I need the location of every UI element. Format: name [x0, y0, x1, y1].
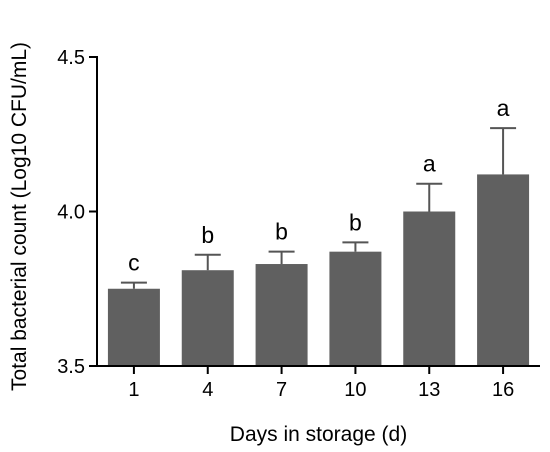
y-tick-label: 4.0: [57, 202, 85, 224]
x-tick-label: 10: [344, 379, 366, 401]
y-tick-label: 4.5: [57, 47, 85, 69]
y-axis-title: Total bacterial count (Log10 CFU/mL): [8, 42, 31, 391]
significance-letter: a: [423, 151, 436, 177]
x-tick-label: 13: [418, 379, 440, 401]
x-tick-label: 7: [276, 379, 287, 401]
axes-group: [96, 56, 540, 367]
x-tick-label: 4: [202, 379, 213, 401]
significance-letter: b: [349, 209, 362, 235]
bar-day-1: [107, 288, 160, 366]
significance-letter: b: [201, 222, 214, 248]
significance-letter: c: [128, 250, 140, 276]
bar-day-7: [255, 264, 308, 366]
bar-day-10: [329, 251, 382, 366]
y-tick-label: 3.5: [57, 356, 85, 378]
x-tick-label: 16: [492, 379, 514, 401]
x-axis-title: Days in storage (d): [230, 423, 407, 446]
x-ticks-group: 1 4 7 10 13 16: [128, 366, 514, 401]
bar-day-16: [477, 174, 530, 366]
y-ticks-group: 3.5 4.0 4.5: [57, 47, 97, 378]
significance-letter: a: [497, 95, 510, 121]
bar-day-13: [403, 211, 456, 366]
bars-group: c b b b a a: [107, 95, 530, 366]
bar-day-4: [181, 270, 234, 366]
x-tick-label: 1: [128, 379, 139, 401]
significance-letter: b: [275, 219, 288, 245]
